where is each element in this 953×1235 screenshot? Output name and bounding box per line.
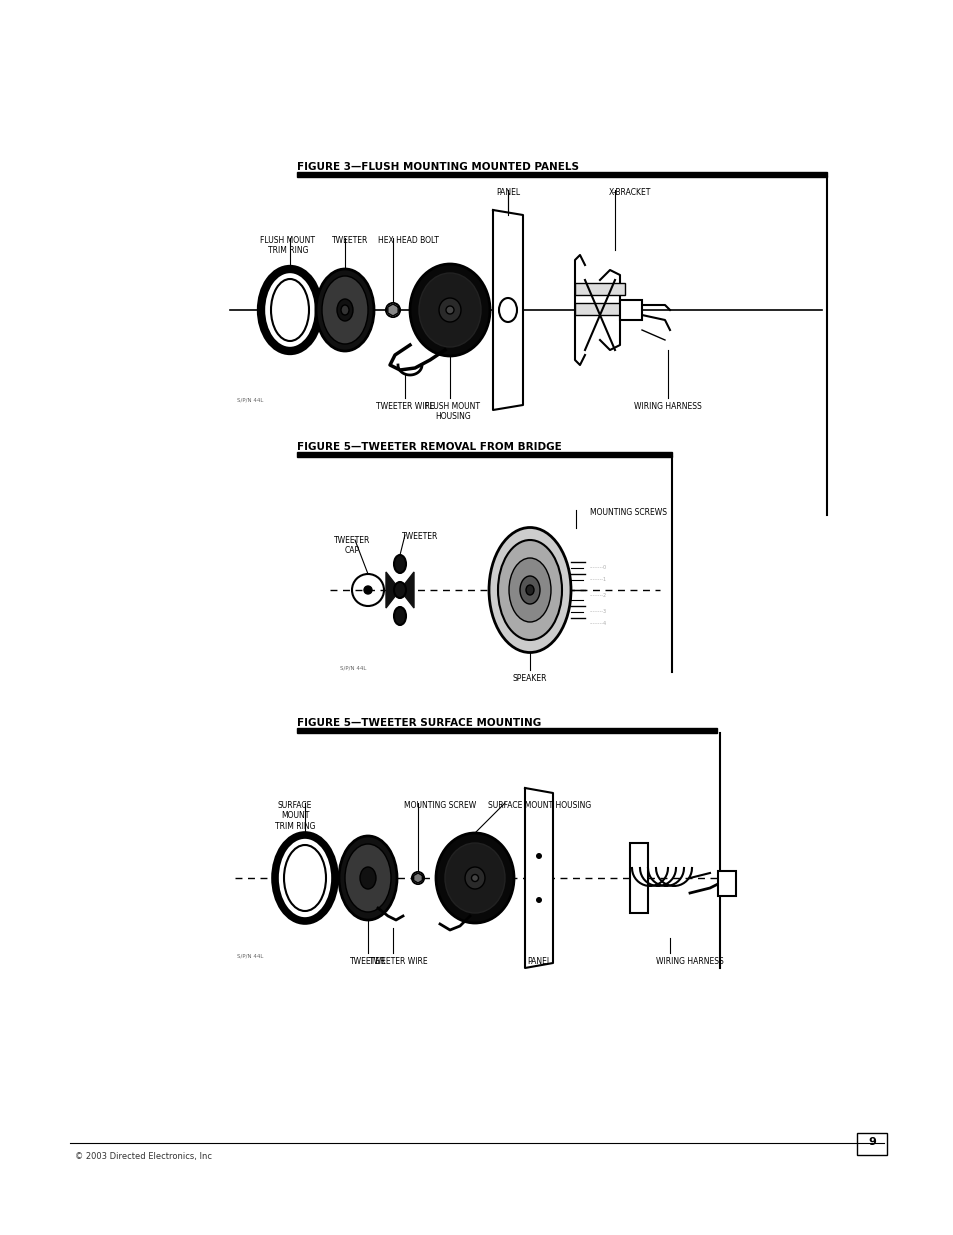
- Text: FIGURE 3—FLUSH MOUNTING MOUNTED PANELS: FIGURE 3—FLUSH MOUNTING MOUNTED PANELS: [296, 162, 578, 172]
- Text: TWEETER: TWEETER: [350, 957, 386, 966]
- Text: --------1: --------1: [589, 577, 606, 582]
- Circle shape: [536, 897, 541, 903]
- Text: TWEETER WIRE: TWEETER WIRE: [375, 403, 434, 411]
- Bar: [856, 1132, 886, 1155]
- Text: S/P/N 44L: S/P/N 44L: [339, 664, 366, 671]
- Text: --------2: --------2: [589, 593, 606, 598]
- Ellipse shape: [274, 835, 335, 921]
- Ellipse shape: [497, 540, 561, 640]
- Ellipse shape: [394, 582, 406, 598]
- Text: MOUNTING SCREWS: MOUNTING SCREWS: [589, 508, 666, 517]
- Bar: [575, 283, 624, 295]
- Ellipse shape: [336, 299, 353, 321]
- Ellipse shape: [438, 298, 460, 322]
- Ellipse shape: [444, 844, 504, 913]
- Ellipse shape: [418, 273, 480, 347]
- Ellipse shape: [410, 264, 490, 356]
- Text: SURFACE MOUNT HOUSING: SURFACE MOUNT HOUSING: [488, 802, 591, 810]
- Text: MOUNTING SCREW: MOUNTING SCREW: [403, 802, 476, 810]
- Text: SPEAKER: SPEAKER: [512, 674, 547, 683]
- Ellipse shape: [509, 558, 551, 622]
- Ellipse shape: [464, 867, 484, 889]
- Ellipse shape: [271, 279, 309, 341]
- Polygon shape: [386, 572, 399, 608]
- Text: --------0: --------0: [589, 564, 606, 571]
- Bar: [575, 303, 624, 315]
- Bar: [296, 172, 826, 177]
- Text: --------4: --------4: [589, 621, 606, 626]
- Ellipse shape: [338, 836, 396, 920]
- Ellipse shape: [284, 845, 326, 911]
- Ellipse shape: [412, 872, 423, 884]
- Polygon shape: [524, 788, 553, 968]
- Text: FLUSH MOUNT
TRIM RING: FLUSH MOUNT TRIM RING: [260, 236, 315, 256]
- Ellipse shape: [498, 298, 517, 322]
- Bar: [296, 727, 717, 734]
- Ellipse shape: [340, 305, 349, 315]
- Polygon shape: [414, 873, 422, 883]
- Polygon shape: [388, 304, 397, 316]
- Text: HEX HEAD BOLT: HEX HEAD BOLT: [377, 236, 438, 245]
- Ellipse shape: [315, 269, 374, 351]
- Ellipse shape: [359, 867, 375, 889]
- Text: FIGURE 5—TWEETER SURFACE MOUNTING: FIGURE 5—TWEETER SURFACE MOUNTING: [296, 718, 540, 727]
- Text: --------3: --------3: [589, 609, 606, 614]
- Ellipse shape: [489, 527, 571, 652]
- Ellipse shape: [471, 874, 478, 882]
- Ellipse shape: [261, 269, 318, 351]
- Text: SURFACE
MOUNT
TRIM RING: SURFACE MOUNT TRIM RING: [274, 802, 314, 831]
- Polygon shape: [493, 210, 522, 410]
- Polygon shape: [399, 572, 414, 608]
- Ellipse shape: [345, 844, 391, 911]
- Bar: [296, 452, 671, 457]
- Ellipse shape: [322, 275, 368, 345]
- Text: S/P/N 44L: S/P/N 44L: [236, 398, 263, 403]
- Text: © 2003 Directed Electronics, Inc: © 2003 Directed Electronics, Inc: [75, 1152, 212, 1161]
- Text: X-BRACKET: X-BRACKET: [608, 188, 651, 198]
- Ellipse shape: [394, 555, 406, 573]
- Ellipse shape: [525, 585, 534, 595]
- Circle shape: [536, 853, 541, 860]
- Bar: [718, 871, 735, 897]
- Text: FIGURE 5—TWEETER REMOVAL FROM BRIDGE: FIGURE 5—TWEETER REMOVAL FROM BRIDGE: [296, 442, 561, 452]
- Text: S/P/N 44L: S/P/N 44L: [236, 953, 263, 958]
- Bar: [629, 844, 647, 913]
- Bar: [619, 300, 641, 320]
- Text: 9: 9: [867, 1137, 875, 1147]
- Text: TWEETER WIRE: TWEETER WIRE: [368, 957, 427, 966]
- Ellipse shape: [394, 606, 406, 625]
- Text: WIRING HARNESS: WIRING HARNESS: [634, 403, 701, 411]
- Text: FLUSH MOUNT
HOUSING: FLUSH MOUNT HOUSING: [425, 403, 480, 421]
- Text: TWEETER
CAP: TWEETER CAP: [334, 536, 370, 556]
- Ellipse shape: [386, 303, 399, 317]
- Text: TWEETER: TWEETER: [332, 236, 368, 245]
- Text: PANEL: PANEL: [496, 188, 519, 198]
- Ellipse shape: [446, 306, 454, 314]
- Circle shape: [364, 585, 372, 594]
- Text: WIRING HARNESS: WIRING HARNESS: [656, 957, 723, 966]
- Text: PANEL: PANEL: [526, 957, 551, 966]
- Ellipse shape: [519, 576, 539, 604]
- Ellipse shape: [436, 832, 514, 923]
- Text: TWEETER: TWEETER: [401, 532, 437, 541]
